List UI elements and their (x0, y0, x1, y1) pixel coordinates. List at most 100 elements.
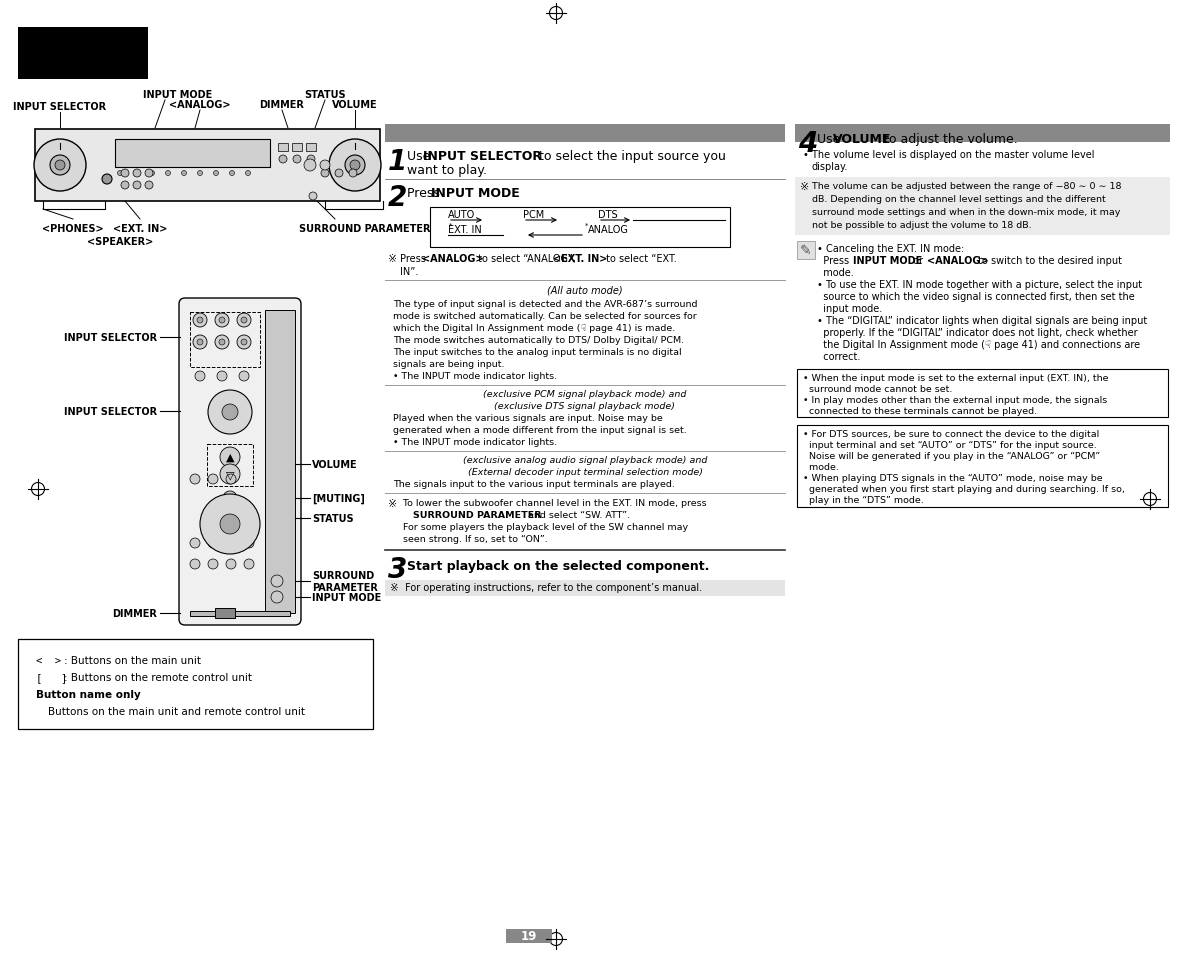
Text: surround mode cannot be set.: surround mode cannot be set. (803, 385, 952, 394)
Circle shape (193, 335, 207, 350)
Text: SURROUND: SURROUND (312, 571, 374, 580)
Bar (278, 144, 288, 152)
Text: VOLUME: VOLUME (312, 459, 358, 470)
Text: INPUT MODE: INPUT MODE (853, 255, 922, 266)
Bar (385, 125, 785, 143)
Text: Press: Press (817, 255, 853, 266)
Text: Use: Use (817, 132, 844, 146)
Text: mode.: mode. (817, 268, 854, 277)
Circle shape (145, 182, 154, 190)
Circle shape (197, 172, 202, 176)
Circle shape (350, 170, 357, 178)
Circle shape (220, 448, 240, 468)
Text: Noise will be generated if you play in the “ANALOG” or “PCM”: Noise will be generated if you play in t… (803, 452, 1101, 460)
Circle shape (215, 335, 229, 350)
Text: STATUS: STATUS (312, 514, 353, 523)
Text: Button name only: Button name only (35, 689, 141, 700)
Text: • Canceling the EXT. IN mode:: • Canceling the EXT. IN mode: (817, 244, 964, 253)
Text: ✎: ✎ (801, 244, 811, 257)
Text: play in the “DTS” mode.: play in the “DTS” mode. (803, 496, 924, 504)
Circle shape (133, 170, 141, 178)
Text: Press: Press (407, 187, 444, 200)
Text: <PHONES>: <PHONES> (43, 224, 104, 233)
Text: VOLUME: VOLUME (332, 100, 378, 110)
Text: PARAMETER: PARAMETER (312, 582, 378, 593)
Circle shape (241, 339, 247, 346)
Text: to select “ANALOG”,: to select “ANALOG”, (475, 253, 579, 264)
Text: (exclusive DTS signal playback mode): (exclusive DTS signal playback mode) (495, 401, 676, 411)
Text: mode is switched automatically. Can be selected for sources for: mode is switched automatically. Can be s… (393, 312, 697, 320)
Text: which the Digital In Assignment mode (☟ page 41) is made.: which the Digital In Assignment mode (☟ … (393, 324, 676, 333)
Circle shape (244, 559, 254, 569)
Circle shape (182, 172, 187, 176)
Text: display.: display. (811, 162, 848, 172)
Circle shape (102, 174, 112, 185)
Text: PCM: PCM (523, 210, 544, 220)
Text: <EXT. IN>: <EXT. IN> (553, 253, 607, 264)
Text: INPUT SELECTOR: INPUT SELECTOR (13, 102, 106, 112)
Text: Use: Use (407, 150, 435, 163)
Circle shape (229, 172, 235, 176)
Text: signals are being input.: signals are being input. (393, 359, 504, 369)
Text: (exclusive PCM signal playback mode) and: (exclusive PCM signal playback mode) and (483, 390, 686, 398)
Circle shape (307, 156, 315, 164)
Circle shape (34, 140, 86, 192)
Text: 3: 3 (389, 556, 407, 583)
Circle shape (190, 559, 200, 569)
Circle shape (279, 156, 287, 164)
Circle shape (246, 172, 250, 176)
Text: The signals input to the various input terminals are played.: The signals input to the various input t… (393, 479, 674, 489)
Text: [   ]: [ ] (35, 672, 67, 682)
Circle shape (223, 492, 237, 505)
Text: source to which the video signal is connected first, then set the: source to which the video signal is conn… (817, 292, 1135, 302)
Circle shape (56, 161, 65, 171)
Circle shape (200, 495, 260, 555)
Bar (430, 208, 730, 248)
Text: 19: 19 (521, 929, 537, 943)
Bar (190, 612, 291, 617)
Text: DIMMER: DIMMER (260, 100, 305, 110)
Text: and select “SW. ATT”.: and select “SW. ATT”. (526, 511, 631, 519)
Text: <ANALOG>: <ANALOG> (169, 100, 230, 110)
Circle shape (309, 193, 317, 201)
Circle shape (321, 170, 329, 178)
Text: INPUT SELECTOR: INPUT SELECTOR (64, 407, 157, 416)
Text: (exclusive analog audio signal playback mode) and: (exclusive analog audio signal playback … (463, 456, 707, 464)
Text: connected to these terminals cannot be played.: connected to these terminals cannot be p… (803, 407, 1037, 416)
Text: to switch to the desired input: to switch to the desired input (976, 255, 1122, 266)
Bar (18, 639, 373, 729)
Circle shape (195, 372, 205, 381)
Text: INPUT SELECTOR: INPUT SELECTOR (423, 150, 542, 163)
Circle shape (214, 172, 218, 176)
Text: Played when the various signals are input. Noise may be: Played when the various signals are inpu… (393, 414, 663, 422)
Circle shape (304, 160, 317, 172)
Text: (External decoder input terminal selection mode): (External decoder input terminal selecti… (468, 468, 703, 476)
Text: generated when you first start playing and during searching. If so,: generated when you first start playing a… (803, 484, 1124, 494)
Bar (795, 178, 1170, 235)
Text: *: * (585, 223, 588, 229)
Circle shape (350, 161, 360, 171)
Bar (797, 426, 1168, 507)
Text: [MUTING]: [MUTING] (312, 494, 365, 503)
Bar (35, 130, 380, 202)
Circle shape (241, 317, 247, 324)
Text: <SPEAKER>: <SPEAKER> (87, 236, 154, 247)
Circle shape (293, 156, 301, 164)
Text: : Buttons on the main unit: : Buttons on the main unit (64, 656, 201, 665)
Text: EXT. IN: EXT. IN (448, 225, 482, 234)
Text: • To use the EXT. IN mode together with a picture, select the input: • To use the EXT. IN mode together with … (817, 280, 1142, 290)
Bar (18, 28, 148, 80)
Text: For some players the playback level of the SW channel may: For some players the playback level of t… (400, 522, 689, 532)
Circle shape (237, 314, 252, 328)
Circle shape (117, 172, 123, 176)
Text: The input switches to the analog input terminals is no digital: The input switches to the analog input t… (393, 348, 681, 356)
Circle shape (226, 538, 236, 548)
Text: seen strong. If so, set to “ON”.: seen strong. If so, set to “ON”. (400, 535, 548, 543)
Text: The type of input signal is detected and the AVR-687’s surround: The type of input signal is detected and… (393, 299, 698, 309)
Text: or: or (911, 255, 926, 266)
Circle shape (120, 182, 129, 190)
Circle shape (50, 156, 70, 175)
Text: Buttons on the main unit and remote control unit: Buttons on the main unit and remote cont… (48, 706, 305, 717)
Bar (505, 929, 552, 943)
Circle shape (197, 317, 203, 324)
